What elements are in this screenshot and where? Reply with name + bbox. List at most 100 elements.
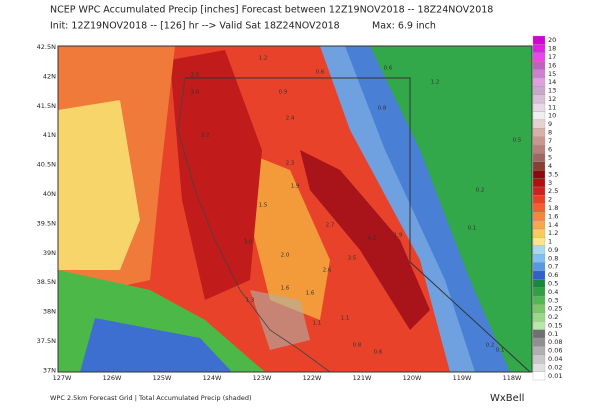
colorbar-label: 0.6 [548,271,558,279]
colorbar-swatch [532,102,546,112]
lat-label: 41N [43,131,56,139]
shade [80,318,232,372]
colorbar-swatch [532,321,546,330]
colorbar-swatch [532,287,546,297]
colorbar-swatch [532,144,546,154]
colorbar-label: 0.06 [548,347,562,355]
colorbar-label: 9 [548,120,552,128]
colorbar-swatch [532,111,546,121]
lat-label: 39.5N [37,219,56,227]
lat-label: 37.5N [37,337,56,345]
colorbar-label: 14 [548,78,556,86]
lat-label: 38N [43,308,56,316]
contour-value: 0.6 [374,350,383,356]
contour-value: 0.5 [513,138,522,144]
colorbar-label: 5 [548,154,552,162]
lat-label: 37N [43,366,56,374]
lon-label: 122W [303,374,322,382]
shade [300,150,430,330]
lon-label: 125W [153,374,172,382]
colorbar-swatch [532,237,546,246]
colorbar-swatch [532,346,546,355]
contour-value: 3.0 [244,240,253,246]
colorbar-label: 1 [548,238,552,246]
shade [240,150,330,320]
colorbar-swatch [532,94,546,104]
colorbar-label: 12 [548,95,556,103]
contour-value: 0.8 [353,343,362,349]
bay-area [250,290,310,350]
lon-label: 121W [353,374,372,382]
map [57,45,533,373]
colorbar-swatch [532,186,546,196]
colorbar-label: 16 [548,61,556,69]
colorbar-swatch [532,337,546,347]
title: NCEP WPC Accumulated Precip [inches] For… [50,5,493,16]
contour-value: 0.9 [279,90,288,96]
contour-value: 0.2 [476,188,485,194]
contour-value: 1.5 [259,203,268,209]
contour-value: 2.6 [323,268,332,274]
colorbar-swatch [532,245,546,255]
contour-value: 1.2 [431,80,440,86]
colorbar-label: 2.5 [548,187,558,195]
colorbar-label: 11 [548,103,556,111]
colorbar-label: 17 [548,53,556,61]
colorbar-swatch [532,69,546,79]
colorbar-label: 1.2 [548,229,558,237]
contour-value: 3.5 [348,256,357,262]
colorbar-swatch [532,371,546,381]
colorbar-swatch [532,136,546,146]
colorbar-swatch [532,35,546,45]
contour-value: 2.0 [281,253,290,259]
contour-value: 0.8 [378,106,387,112]
colorbar-label: 3 [548,179,552,187]
colorbar-swatch [532,161,546,171]
colorbar-swatch [532,170,546,179]
colorbar-label: 1.4 [548,221,558,229]
map-frame [57,45,533,373]
colorbar-swatch [532,153,546,163]
state-border [185,77,531,373]
lon-label: 126W [103,374,122,382]
contour-value: 2.7 [326,223,335,229]
contour-value: 1.6 [281,286,290,292]
contour-value: 3.0 [191,90,200,96]
colorbar-swatch [532,203,546,213]
colorbar-label: 7 [548,137,552,145]
colorbar-swatch [532,312,546,322]
colorbar-label: 1.6 [548,212,558,220]
colorbar-swatch [532,52,546,62]
colorbar-swatch [532,119,546,129]
lon-label: 123W [253,374,272,382]
colorbar-swatch [532,329,546,339]
colorbar-label: 0.3 [548,296,558,304]
lat-label: 42N [43,72,56,80]
lat-label: 42.5N [37,43,56,51]
contour-value: 1.1 [313,321,322,327]
contour-value: 1.9 [291,184,300,190]
colorbar-label: 0.01 [548,372,562,380]
colorbar-swatch [532,220,546,230]
colorbar-swatch [532,228,546,238]
colorbar-label: 10 [548,112,556,120]
colorbar-swatch [532,77,546,87]
colorbar-label: 3.5 [548,170,558,178]
brand: WxBell [490,393,524,404]
contour-value: 1.6 [306,291,315,297]
contour-value: 0.1 [496,348,505,354]
colorbar-swatch [532,212,546,221]
contour-value: 1.1 [341,316,350,322]
colorbar-label: 8 [548,128,552,136]
lon-label: 120W [403,374,422,382]
colorbar-label: 0.02 [548,363,562,371]
contour-value: 1.9 [394,233,403,239]
colorbar-label: 6 [548,145,552,153]
lon-label: 118W [503,374,522,382]
contour-value: 0.6 [316,70,325,76]
contour-value: 3.2 [201,133,210,139]
shade [58,100,140,270]
lat-label: 40.5N [37,161,56,169]
colorbar-label: 1.8 [548,204,558,212]
colorbar-label: 4 [548,162,552,170]
